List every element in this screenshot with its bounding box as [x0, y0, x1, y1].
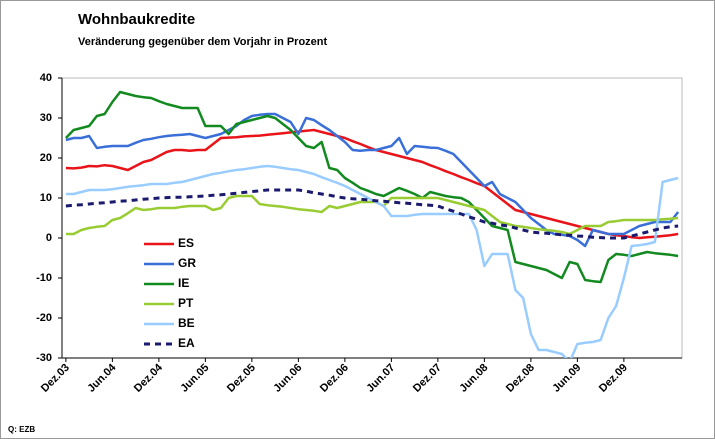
- legend-label: IE: [178, 276, 189, 290]
- legend-label: BE: [178, 316, 195, 330]
- legend-label: EA: [178, 336, 195, 350]
- plot-lines: [64, 90, 680, 358]
- y-tick-label: -30: [36, 352, 52, 364]
- legend-label: GR: [178, 256, 196, 270]
- y-tick-label: -10: [36, 272, 52, 284]
- series-line: [65, 128, 679, 240]
- y-tick-label: 20: [40, 152, 52, 164]
- y-tick-label: 40: [40, 72, 52, 84]
- series-line: [64, 90, 679, 284]
- y-tick-label: 0: [46, 232, 52, 244]
- series-line: [65, 164, 679, 358]
- series-line: [65, 194, 679, 236]
- y-tick-label: 10: [40, 192, 52, 204]
- legend-label: PT: [178, 296, 194, 310]
- y-tick-label: 30: [40, 112, 52, 124]
- series-line: [65, 112, 680, 248]
- source: Q: EZB: [8, 425, 35, 434]
- y-tick-label: -20: [36, 312, 52, 324]
- legend-box: [138, 234, 204, 354]
- chart-title: Wohnbaukredite: [78, 11, 195, 28]
- series-line: [65, 188, 679, 240]
- chart-subtitle: Veränderung gegenüber dem Vorjahr in Pro…: [78, 36, 328, 48]
- legend-label: ES: [178, 236, 194, 250]
